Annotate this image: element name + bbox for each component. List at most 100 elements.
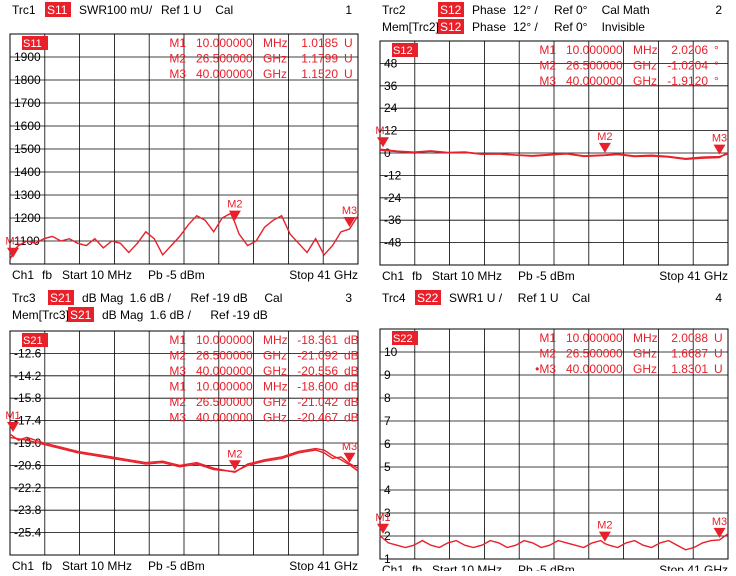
marker-frequency-unit: GHz (263, 52, 287, 66)
header-info-2: Ref 1 U (161, 3, 202, 17)
header-info-0: dB Mag (102, 308, 143, 322)
marker-value: 1.0185 (301, 36, 338, 50)
y-tick-label: 5 (384, 460, 391, 474)
y-tick-label: 1600 (14, 119, 41, 133)
marker-frequency-unit: GHz (263, 364, 287, 378)
footer-stop: Stop 41 GHz (289, 559, 358, 571)
header-info-1: 12° / (513, 3, 538, 17)
marker-label: M1 (5, 236, 20, 248)
marker-triangle (598, 142, 611, 153)
marker-name: M3 (169, 364, 186, 378)
parameter-badge-label: S21 (70, 308, 92, 322)
y-tick-label: 4 (384, 483, 391, 497)
channel-number: 2 (715, 3, 722, 17)
marker-frequency: 40.000000 (196, 364, 253, 378)
parameter-badge-label: S11 (47, 3, 68, 17)
marker-value-unit: dB (344, 395, 359, 409)
y-tick-label: -24 (384, 191, 402, 205)
marker-frequency-unit: GHz (633, 59, 657, 73)
marker-frequency-unit: GHz (263, 411, 287, 425)
marker-name: M2 (169, 349, 186, 363)
marker-triangle (598, 531, 611, 542)
marker-name: M3 (539, 74, 556, 88)
marker-value: -21.092 (297, 349, 338, 363)
marker-frequency: 40.000000 (196, 67, 253, 81)
marker-frequency: 10.000000 (566, 43, 623, 57)
plot-parameter-badge (22, 36, 48, 50)
header-info-3: Cal (572, 291, 590, 305)
header-info-1: 1.6 dB / (150, 308, 192, 322)
footer-fb: fb (412, 269, 422, 283)
marker-frequency-unit: GHz (633, 362, 657, 376)
header-info-3: Invisible (602, 20, 646, 34)
marker-frequency: 40.000000 (566, 74, 623, 88)
marker-value: -21.042 (297, 395, 338, 409)
marker-triangle (7, 422, 19, 433)
marker-frequency: 26.500000 (196, 395, 253, 409)
y-tick-label: -12.6 (14, 346, 42, 360)
y-tick-label: 1200 (14, 211, 41, 225)
y-tick-label: -22.2 (14, 481, 42, 495)
marker-value-unit: dB (344, 333, 359, 347)
marker-value: -1.9120 (667, 74, 708, 88)
marker-triangle (713, 527, 726, 538)
trace-name: Mem[Trc3] (12, 308, 69, 322)
marker-frequency-unit: MHz (633, 331, 658, 345)
plot-parameter-label: S22 (393, 333, 413, 345)
footer-stop: Stop 41 GHz (659, 269, 728, 283)
parameter-badge (68, 307, 94, 322)
marker-frequency: 10.000000 (196, 380, 253, 394)
parameter-badge (415, 290, 441, 305)
y-tick-label: 1900 (14, 50, 41, 64)
marker-frequency-unit: MHz (633, 43, 658, 57)
plot-parameter-badge (392, 43, 418, 57)
footer-channel: Ch1 (12, 559, 34, 571)
y-tick-label: -25.4 (14, 526, 42, 540)
marker-table: M1 10.000000 MHz 2.0206 ° M2 26.500000 GHz -1.02… (539, 43, 719, 88)
marker-frequency: 10.000000 (196, 36, 253, 50)
trace-name: Trc3 (12, 291, 36, 305)
y-tick-label: -14.2 (14, 369, 42, 383)
marker-name: M1 (539, 43, 556, 57)
header-info-3: Cal (215, 3, 233, 17)
marker-triangle (377, 137, 389, 148)
footer-power: Pb -5 dBm (518, 269, 575, 283)
marker-value-unit: ° (714, 59, 719, 73)
marker-label: M3 (342, 205, 357, 217)
marker-value-unit: dB (344, 364, 359, 378)
parameter-badge (438, 19, 464, 34)
y-tick-label: 9 (384, 368, 391, 382)
y-tick-label: -36 (384, 213, 402, 227)
header-info-2: Ref -19 dB (190, 291, 247, 305)
marker-value: -20.556 (297, 364, 338, 378)
marker-frequency-unit: GHz (263, 395, 287, 409)
trace-line-data (379, 533, 729, 551)
marker-triangle (228, 210, 241, 221)
plot-parameter-label: S21 (23, 335, 43, 347)
parameter-badge-label: S22 (417, 291, 439, 305)
header-info-1: 12° / (513, 20, 538, 34)
marker-value-unit: dB (344, 411, 359, 425)
y-tick-label: -48 (384, 236, 402, 250)
marker-triangle (377, 523, 389, 534)
footer-channel: Ch1 (12, 268, 34, 282)
marker-value: -18.600 (297, 380, 338, 394)
marker-name: M2 (169, 52, 186, 66)
footer-channel: Ch1 (382, 563, 404, 571)
footer-fb: fb (42, 559, 52, 571)
marker-label: M3 (342, 441, 357, 453)
y-tick-label: -15.8 (14, 391, 42, 405)
marker-table: M1 10.000000 MHz 1.0185 U M2 26.500000 GHz 1.179… (169, 36, 352, 81)
y-tick-label: 2 (384, 529, 391, 543)
marker-label: M2 (227, 199, 242, 211)
marker-name: •M3 (535, 362, 556, 376)
footer-start: Start 10 MHz (62, 559, 132, 571)
marker-label: M2 (227, 448, 242, 460)
trace-panel-trc3: Trc3 S21 dB Mag 1.6 dB / Ref -19 dB Cal 3 Mem[T… (5, 290, 359, 573)
plot-parameter-label: S12 (393, 45, 413, 57)
plot-parameter-badge (22, 333, 48, 347)
trace-line-data (9, 212, 359, 260)
y-tick-label: 24 (384, 101, 398, 115)
y-tick-label: -23.8 (14, 503, 42, 517)
footer-start: Start 10 MHz (432, 563, 502, 571)
